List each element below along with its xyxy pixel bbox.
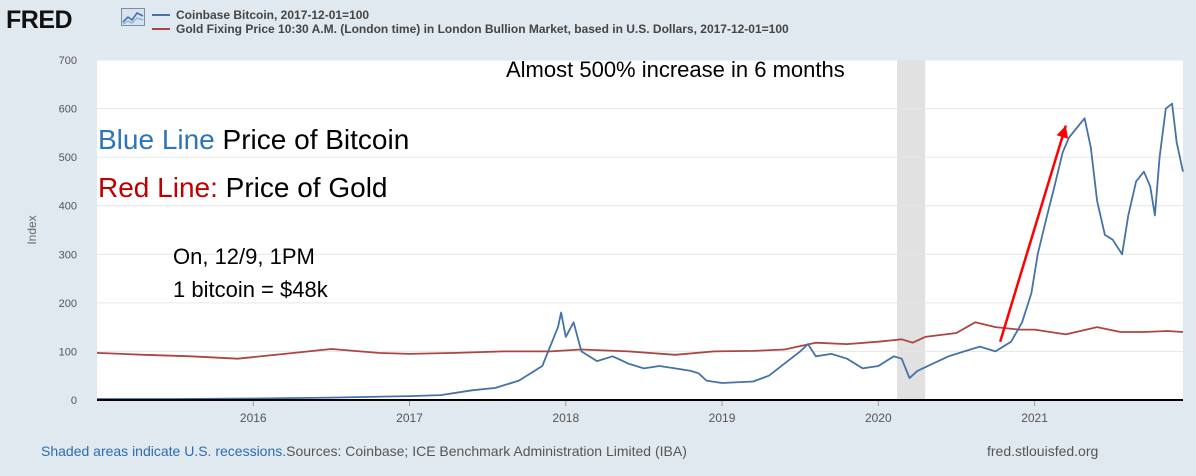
line-chart: 0 100 200 300 400 500 600 700 2016 2017 2018 2019 20… [25,55,1184,425]
x-tick-label: 2019 [709,411,736,425]
y-tick-label: 100 [59,346,77,358]
plot-area: 0 100 200 300 400 500 600 700 2016 2017 2018 2019 20… [0,50,1196,435]
y-tick-label: 300 [59,249,77,261]
legend-label-gold: Gold Fixing Price 10:30 A.M. (London tim… [176,22,789,36]
annotation-red-rest: Price of Gold [217,172,388,203]
x-tick-label: 2020 [865,411,892,425]
y-tick-label: 200 [59,298,77,310]
chart-header: FRED Coinbase Bitcoin, 2017-12-01=100 Go… [0,0,1196,50]
chart-legend: Coinbase Bitcoin, 2017-12-01=100 Gold Fi… [152,8,789,36]
annotation-blue-rest: Price of Bitcoin [214,124,410,155]
x-tick-label: 2016 [240,411,267,425]
chart-line-icon [121,8,145,26]
annotation-date: On, 12/9, 1PM [173,244,315,269]
plot-background [97,60,1183,400]
x-tick-label: 2018 [552,411,579,425]
legend-item-gold: Gold Fixing Price 10:30 A.M. (London tim… [152,22,789,36]
x-tick-label: 2021 [1021,411,1048,425]
annotation-red-line: Red Line: Price of Gold [98,172,388,204]
annotation-red-prefix: Red Line: [98,172,218,203]
y-tick-label: 600 [59,104,77,116]
recession-note[interactable]: Shaded areas indicate U.S. recessions. [41,443,287,459]
series-line-bitcoin [97,102,1184,400]
y-tick-label: 0 [71,395,77,407]
legend-item-bitcoin: Coinbase Bitcoin, 2017-12-01=100 [152,8,789,22]
y-axis-label: Index [25,215,39,244]
y-tick-label: 700 [59,55,77,67]
annotation-price: 1 bitcoin = $48k [173,277,328,302]
legend-swatch-bitcoin [152,14,170,16]
footer-url[interactable]: fred.stlouisfed.org [987,443,1099,459]
y-tick-label: 500 [59,152,77,164]
annotation-arrow-head [1056,125,1069,139]
legend-label-bitcoin: Coinbase Bitcoin, 2017-12-01=100 [176,8,370,22]
annotation-blue-line: Blue Line Price of Bitcoin [98,124,409,156]
fred-logo[interactable]: FRED [6,6,73,34]
legend-swatch-gold [152,28,170,30]
series-line-gold [96,321,1184,360]
sources-note: Sources: Coinbase; ICE Benchmark Adminis… [286,443,687,459]
annotation-blue-prefix: Blue Line [98,124,215,155]
x-tick-label: 2017 [396,411,423,425]
annotation-increase: Almost 500% increase in 6 months [506,57,845,82]
recession-shading [897,60,926,400]
y-tick-label: 400 [59,201,77,213]
footer-note: Shaded areas indicate U.S. recessions.So… [41,443,687,459]
annotation-arrow-line [998,125,1068,343]
